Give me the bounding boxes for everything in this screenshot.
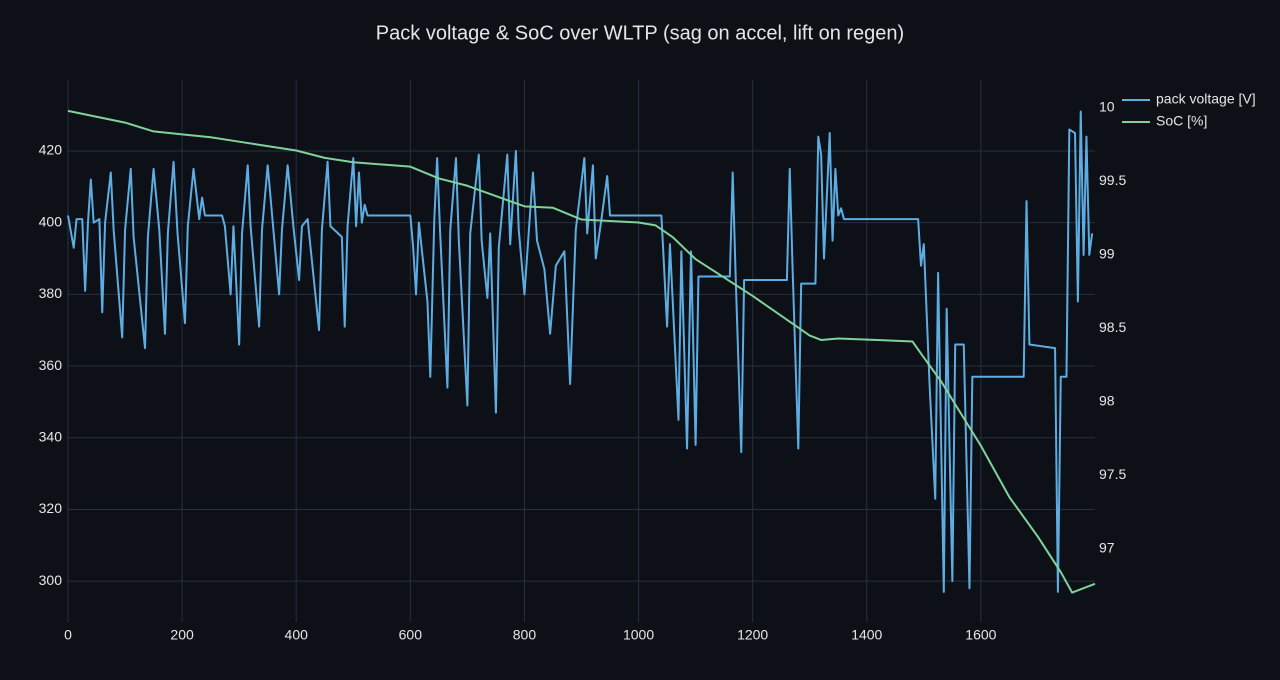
x-tick-label: 1600	[965, 627, 996, 643]
x-tick-label: 600	[399, 627, 423, 643]
y-tick-label: 380	[39, 285, 63, 301]
x-tick-label: 200	[170, 627, 194, 643]
legend-label: SoC [%]	[1156, 113, 1207, 129]
y2-tick-label: 99	[1099, 245, 1115, 261]
x-tick-label: 1000	[623, 627, 654, 643]
y2-tick-label: 98	[1099, 392, 1115, 408]
x-tick-label: 800	[513, 627, 537, 643]
y2-tick-label: 10	[1099, 99, 1115, 115]
legend-label: pack voltage [V]	[1156, 91, 1256, 107]
y2-tick-label: 99.5	[1099, 172, 1126, 188]
y-tick-label: 420	[39, 142, 63, 158]
y2-tick-label: 97.5	[1099, 466, 1126, 482]
x-tick-label: 0	[64, 627, 72, 643]
y2-tick-label: 98.5	[1099, 319, 1126, 335]
y-tick-label: 320	[39, 500, 63, 516]
x-tick-label: 1200	[737, 627, 768, 643]
y-tick-label: 400	[39, 213, 63, 229]
y-tick-label: 340	[39, 428, 63, 444]
series-line	[67, 109, 1096, 594]
x-tick-label: 1400	[851, 627, 882, 643]
x-tick-label: 400	[285, 627, 309, 643]
chart-title: Pack voltage & SoC over WLTP (sag on acc…	[376, 22, 904, 44]
y-tick-label: 360	[39, 357, 63, 373]
y-tick-label: 300	[39, 572, 63, 588]
y2-tick-label: 97	[1099, 539, 1115, 555]
series-line	[67, 110, 1094, 593]
